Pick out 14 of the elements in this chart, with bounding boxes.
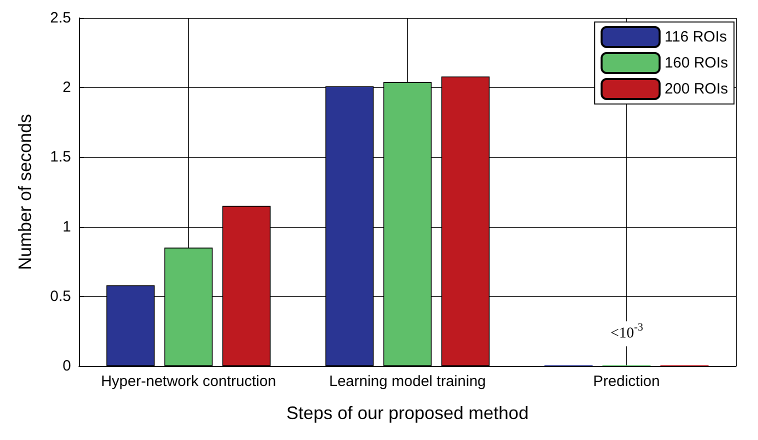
y-tick-label: 2 xyxy=(62,79,71,96)
x-tick-label: Hyper-network contruction xyxy=(100,373,276,390)
y-tick-label: 0 xyxy=(62,358,71,374)
x-axis-title: Steps of our proposed method xyxy=(286,403,529,423)
legend-label: 160 ROIs xyxy=(664,54,728,72)
legend-label: 116 ROIs xyxy=(664,28,727,46)
y-tick-label: 1 xyxy=(62,218,71,236)
legend-label: 200 ROIs xyxy=(664,80,728,98)
y-tick-label: 1.5 xyxy=(50,148,71,166)
y-tick-label: 2.5 xyxy=(50,10,71,26)
y-tick-label: 0.5 xyxy=(50,288,71,305)
y-axis-title: Number of seconds xyxy=(15,114,35,270)
x-tick-label: Learning model training xyxy=(329,373,486,390)
x-tick-label: Prediction xyxy=(593,373,660,390)
